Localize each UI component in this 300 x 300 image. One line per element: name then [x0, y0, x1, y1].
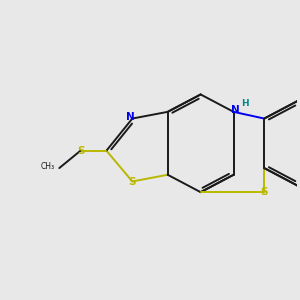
- Text: H: H: [241, 98, 249, 107]
- Text: CH₃: CH₃: [41, 162, 55, 171]
- Text: S: S: [129, 177, 136, 187]
- Text: S: S: [260, 187, 268, 197]
- Text: N: N: [231, 105, 239, 116]
- Text: S: S: [77, 146, 84, 156]
- Text: N: N: [127, 112, 135, 122]
